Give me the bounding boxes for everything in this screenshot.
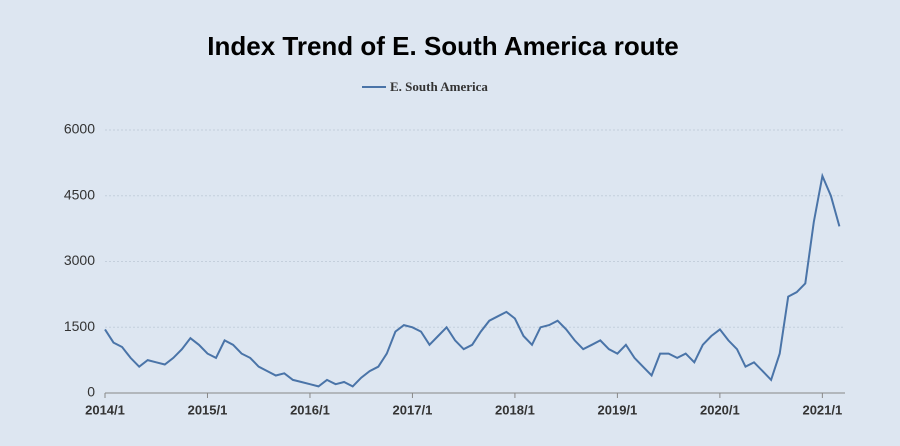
x-tick-label: 2015/1	[188, 402, 228, 417]
y-tick-label: 1500	[64, 318, 95, 334]
y-tick-label: 0	[87, 384, 95, 400]
y-tick-label: 6000	[64, 121, 95, 137]
x-tick-label: 2021/1	[802, 402, 842, 417]
x-tick-label: 2014/1	[85, 402, 125, 417]
y-tick-label: 3000	[64, 252, 95, 268]
x-tick-label: 2016/1	[290, 402, 330, 417]
data-line	[104, 172, 841, 388]
legend-label: E. South America	[390, 79, 488, 94]
x-tick-label: 2017/1	[393, 402, 433, 417]
y-tick-label: 4500	[64, 186, 95, 202]
x-tick-label: 2019/1	[598, 402, 638, 417]
chart-title: Index Trend of E. South America route	[207, 31, 678, 61]
x-tick-label: 2020/1	[700, 402, 740, 417]
x-tick-label: 2018/1	[495, 402, 535, 417]
